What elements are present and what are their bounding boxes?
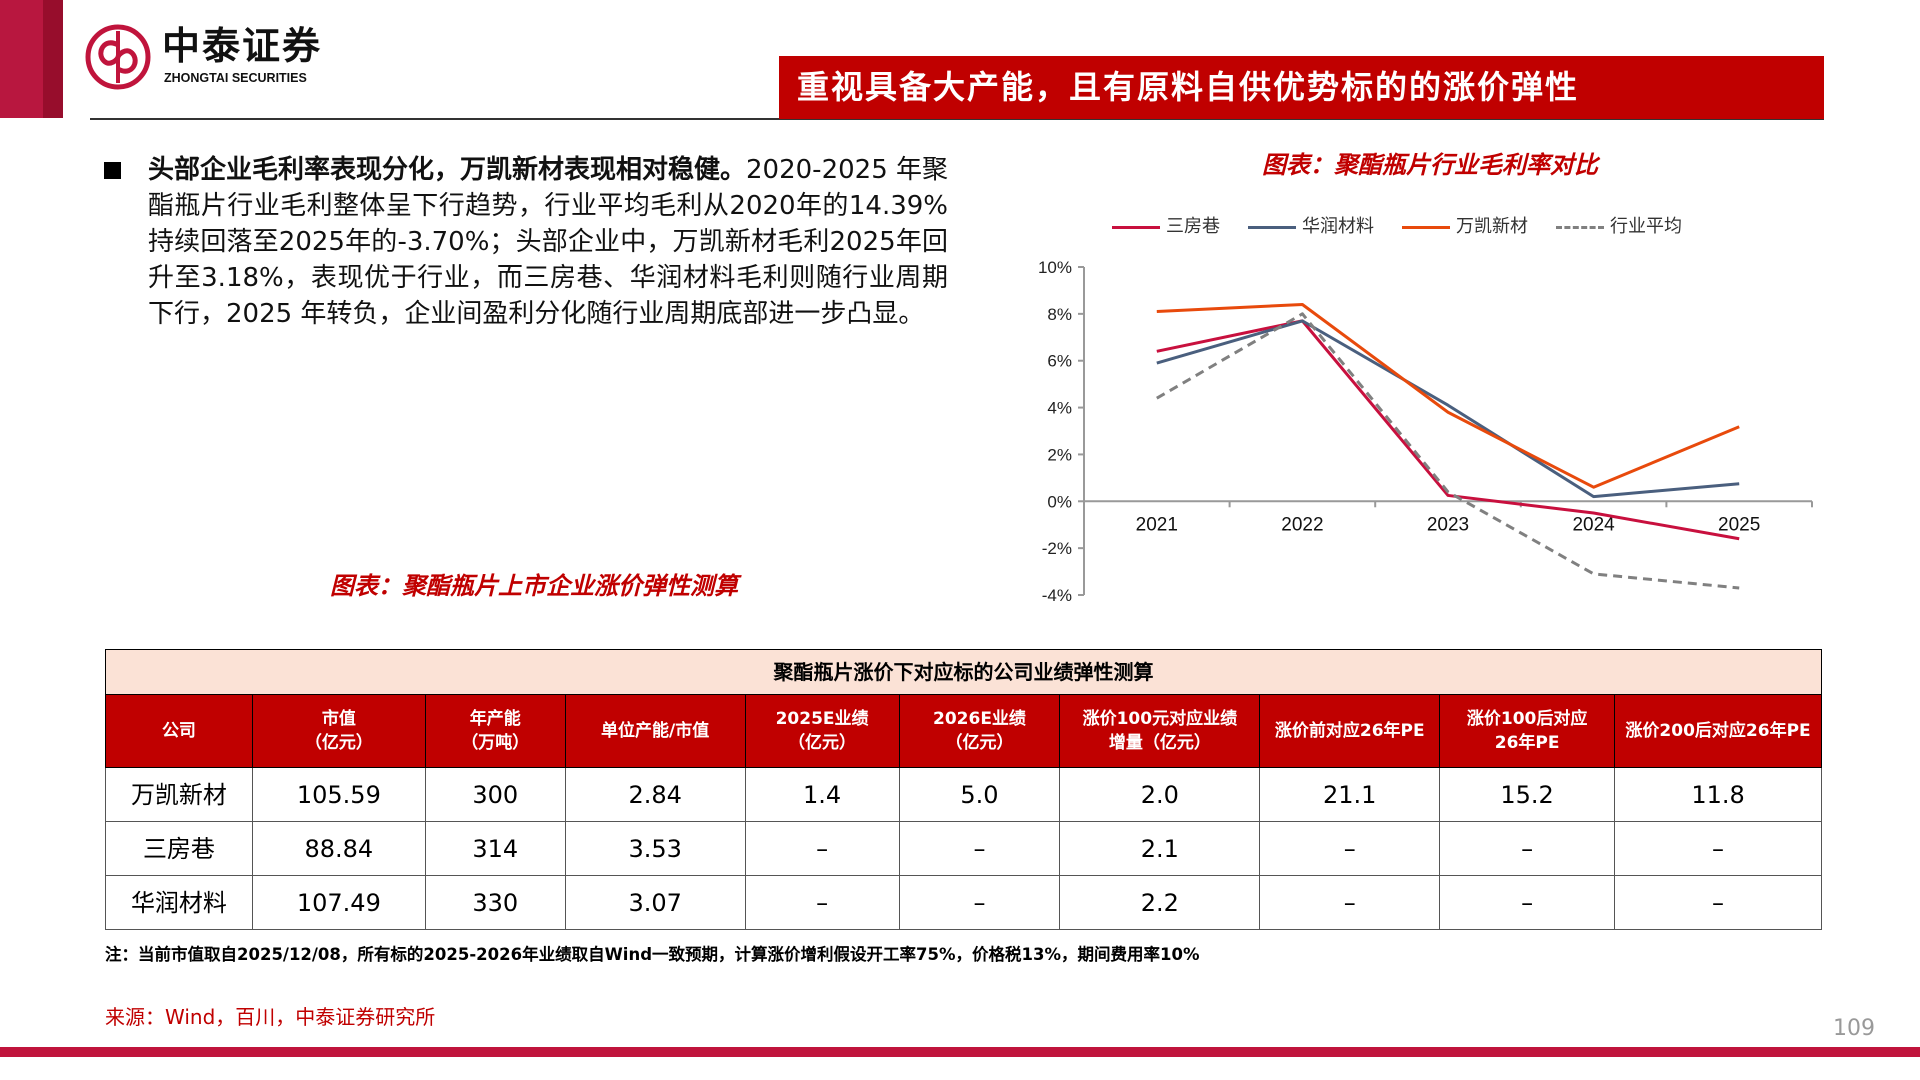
- value-cell: 11.8: [1614, 767, 1822, 822]
- footnote: 注：当前市值取自2025/12/08，所有标的2025-2026年业绩取自Win…: [105, 945, 1200, 964]
- value-cell: 3.53: [564, 821, 746, 876]
- x-tick-label: 2023: [1427, 514, 1469, 535]
- legend-swatch: [1112, 225, 1160, 229]
- value-cell: 21.1: [1259, 767, 1441, 822]
- value-cell: 314: [424, 821, 566, 876]
- column-header: 涨价前对应26年PE: [1259, 694, 1441, 768]
- legend-label: 三房巷: [1166, 216, 1220, 237]
- zhongtai-logo-icon: [85, 24, 151, 90]
- y-tick-label: 4%: [1047, 399, 1072, 418]
- brand-bar: [0, 0, 43, 118]
- y-tick-label: 10%: [1038, 258, 1072, 277]
- table-row: 万凯新材 105.59 300 2.84 1.4 5.0 2.0 21.1 15.2 11.8: [105, 767, 1822, 822]
- table-row: 华润材料 107.49 330 3.07– –2.2– – –: [105, 875, 1822, 930]
- legend-swatch: [1402, 225, 1450, 229]
- x-tick-label: 2025: [1718, 514, 1760, 535]
- brand-name-en: ZHONGTAI SECURITIES: [164, 71, 307, 85]
- source-line: 来源：Wind，百川，中泰证券研究所: [105, 1005, 436, 1029]
- value-cell: –: [1439, 875, 1616, 930]
- value-cell: 2.84: [564, 767, 746, 822]
- page-title: 重视具备大产能，且有原料自供优势标的的涨价弹性: [779, 56, 1824, 119]
- column-header: 涨价100后对应 26年PE: [1439, 694, 1616, 768]
- value-cell: –: [1614, 821, 1822, 876]
- legend-swatch: [1248, 225, 1296, 229]
- body-text: 2020-2025 年聚酯瓶片行业毛利整体呈下行趋势，行业平均毛利从2020年的…: [148, 155, 948, 329]
- value-cell: –: [1614, 875, 1822, 930]
- series-line-0: [1156, 319, 1740, 541]
- column-header: 涨价100元对应业绩 增量（亿元）: [1059, 694, 1261, 768]
- y-tick-label: 6%: [1047, 352, 1072, 371]
- column-header: 单位产能/市值: [564, 694, 746, 768]
- value-cell: –: [898, 875, 1061, 930]
- company-cell: 万凯新材: [105, 767, 253, 822]
- legend-item: 行业平均: [1556, 215, 1682, 239]
- x-tick-label: 2021: [1136, 514, 1178, 535]
- brand-bar-dark: [43, 0, 63, 118]
- value-cell: 2.0: [1059, 767, 1261, 822]
- value-cell: 330: [424, 875, 566, 930]
- bullet-icon: [104, 162, 121, 179]
- legend-label: 万凯新材: [1456, 216, 1528, 237]
- value-cell: –: [744, 821, 900, 876]
- lead-sentence: 头部企业毛利率表现分化，万凯新材表现相对稳健。: [148, 155, 747, 185]
- value-cell: –: [744, 875, 900, 930]
- company-cell: 三房巷: [105, 821, 253, 876]
- y-tick-label: 2%: [1047, 445, 1072, 464]
- column-header: 年产能 （万吨）: [424, 694, 566, 768]
- elasticity-table: 聚酯瓶片涨价下对应标的公司业绩弹性测算 公司 市值 （亿元） 年产能 （万吨） 单位产…: [105, 649, 1822, 930]
- value-cell: 5.0: [898, 767, 1061, 822]
- legend-item: 华润材料: [1248, 215, 1374, 239]
- company-cell: 华润材料: [105, 875, 253, 930]
- value-cell: 3.07: [564, 875, 746, 930]
- footer-bar: [0, 1047, 1920, 1057]
- value-cell: –: [1259, 875, 1441, 930]
- series-line-1: [1156, 319, 1740, 499]
- table-caption: 图表：聚酯瓶片上市企业涨价弹性测算: [330, 572, 738, 600]
- table-row: 三房巷 88.84 314 3.53– –2.1– – –: [105, 821, 1822, 876]
- gross-margin-line-chart: 10% 8% 6% 4% 2% 0% -2% -4% 2021 2022 2023 2024 2025: [1038, 258, 1813, 605]
- value-cell: –: [1439, 821, 1616, 876]
- column-header: 公司: [105, 694, 253, 768]
- chart-legend: 三房巷 华润材料 万凯新材 行业平均: [1112, 215, 1682, 239]
- y-tick-label: 8%: [1047, 305, 1072, 324]
- value-cell: 2.2: [1059, 875, 1261, 930]
- value-cell: 105.59: [251, 767, 426, 822]
- value-cell: 300: [424, 767, 566, 822]
- x-tick-label: 2022: [1281, 514, 1323, 535]
- y-tick-label: 0%: [1047, 492, 1072, 511]
- page-number: 109: [1833, 1016, 1875, 1041]
- table-title: 聚酯瓶片涨价下对应标的公司业绩弹性测算: [105, 649, 1822, 695]
- value-cell: –: [898, 821, 1061, 876]
- legend-label: 行业平均: [1610, 216, 1682, 237]
- value-cell: 15.2: [1439, 767, 1616, 822]
- value-cell: –: [1259, 821, 1441, 876]
- legend-item: 三房巷: [1112, 215, 1220, 239]
- x-tick-label: 2024: [1572, 514, 1615, 535]
- value-cell: 88.84: [251, 821, 426, 876]
- column-header: 市值 （亿元）: [251, 694, 426, 768]
- column-header: 2025E业绩 （亿元）: [744, 694, 900, 768]
- y-tick-label: -4%: [1042, 586, 1072, 605]
- chart-caption: 图表：聚酯瓶片行业毛利率对比: [1262, 151, 1598, 179]
- brand-name-cn: 中泰证券: [162, 24, 323, 68]
- header-divider: [90, 118, 1824, 120]
- legend-swatch: [1556, 225, 1604, 229]
- table-header-row: 公司 市值 （亿元） 年产能 （万吨） 单位产能/市值 2025E业绩 （亿元） 2026…: [105, 694, 1822, 768]
- body-paragraph: 头部企业毛利率表现分化，万凯新材表现相对稳健。2020-2025 年聚酯瓶片行业…: [148, 152, 948, 332]
- series-line-3: [1156, 312, 1740, 590]
- column-header: 涨价200后对应26年PE: [1614, 694, 1822, 768]
- column-header: 2026E业绩 （亿元）: [898, 694, 1061, 768]
- value-cell: 2.1: [1059, 821, 1261, 876]
- value-cell: 1.4: [744, 767, 900, 822]
- legend-item: 万凯新材: [1402, 215, 1528, 239]
- y-tick-label: -2%: [1042, 539, 1072, 558]
- legend-label: 华润材料: [1302, 216, 1374, 237]
- value-cell: 107.49: [251, 875, 426, 930]
